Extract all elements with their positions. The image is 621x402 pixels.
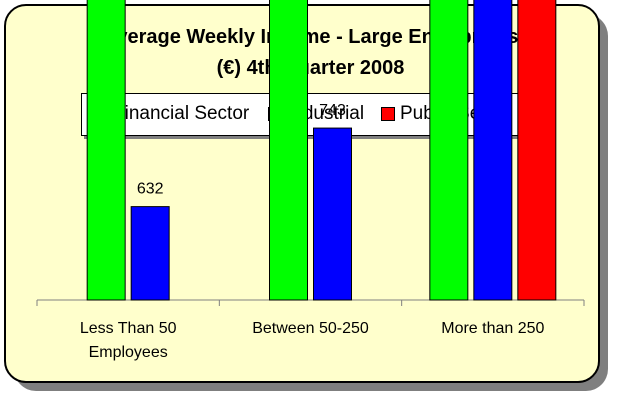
bar xyxy=(313,127,352,301)
bar xyxy=(86,0,126,301)
data-label: 632 xyxy=(137,181,164,198)
bar xyxy=(517,0,557,301)
category-label: More than 250 xyxy=(441,320,544,337)
chart-title-line-2: (€) 4th Quarter 2008 xyxy=(216,57,405,79)
chart-title-line-1: Average Weekly Income - Large Enterprise… xyxy=(102,26,519,48)
bar xyxy=(269,0,308,301)
legend-label-financial: Financial Sector xyxy=(113,103,250,124)
bar xyxy=(473,0,513,301)
category-label: Less Than 50 xyxy=(80,320,177,337)
category-label: Employees xyxy=(89,344,168,361)
legend-swatch-public xyxy=(381,107,395,121)
data-label: 743 xyxy=(319,102,346,119)
bar xyxy=(130,206,170,301)
bar xyxy=(429,0,469,301)
category-label: Between 50-250 xyxy=(252,320,369,337)
